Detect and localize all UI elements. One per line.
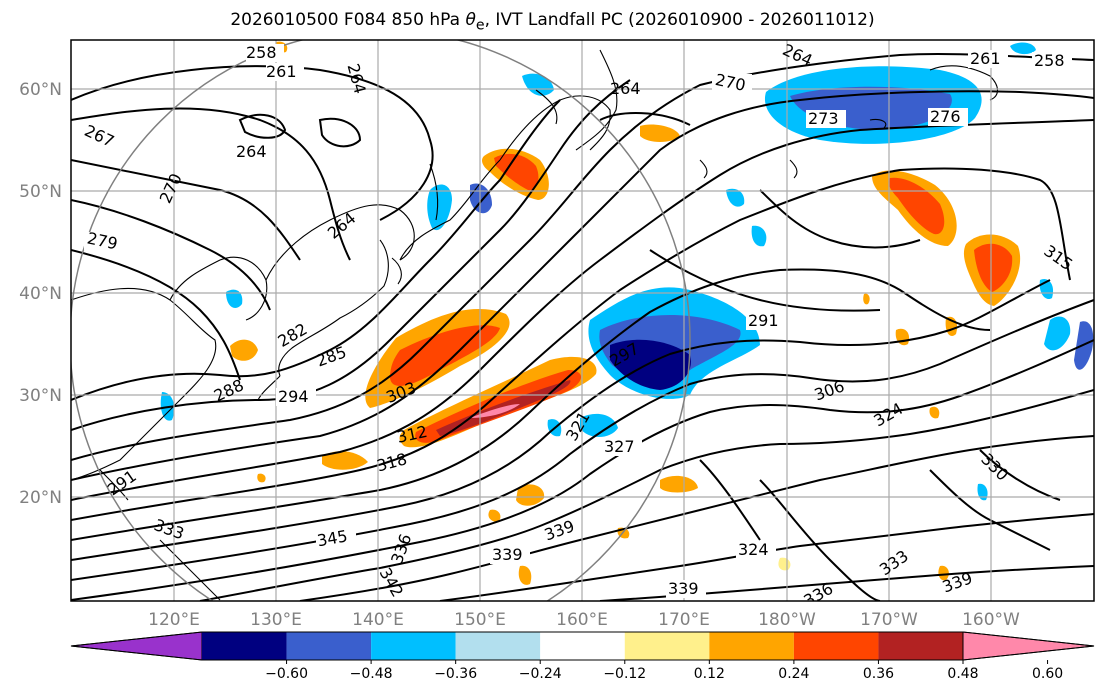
- colorbar-tick-label: 0.48: [947, 666, 978, 682]
- lon-label-150e: 150°E: [454, 610, 506, 630]
- colorbar-segment: [878, 632, 963, 660]
- contour-label-10: 264: [236, 142, 267, 161]
- colorbar-tick-label: −0.48: [350, 666, 393, 682]
- theta-e-contours: [71, 52, 1094, 601]
- lon-label-180w: 180°W: [758, 610, 816, 630]
- range-circle: [71, 40, 691, 601]
- colorbar-tick-label: −0.60: [265, 666, 308, 682]
- contour-label-8: 258: [1034, 51, 1065, 70]
- lat-lon-grid: [71, 40, 1094, 601]
- colorbar-outline: [70, 631, 1095, 661]
- lat-label-60n: 60°N: [19, 80, 62, 100]
- colorbar-extend-low: [70, 631, 203, 661]
- longitude-labels: 120°E 130°E 140°E 150°E 160°E 170°E 180°…: [148, 610, 1020, 630]
- colorbar-tick-label: 0.60: [1032, 666, 1063, 682]
- colorbar-tick-label: −0.24: [519, 666, 562, 682]
- contour-label-1: 258: [246, 43, 277, 62]
- colorbar-tick-label: −0.12: [603, 666, 646, 682]
- colorbar-segment: [540, 632, 625, 660]
- latitude-labels: 60°N 50°N 40°N 30°N 20°N: [19, 80, 62, 508]
- colorbar-extend-high: [962, 631, 1095, 661]
- contour-label-37: 324: [738, 540, 769, 559]
- map-content: 258 261 264 264 270 264 261 258 267 264 …: [71, 40, 1094, 601]
- contour-label-14: 264: [610, 79, 641, 98]
- contour-label-2: 261: [266, 62, 297, 81]
- lon-label-130e: 130°E: [250, 610, 302, 630]
- colorbar-segment: [371, 632, 456, 660]
- contour-label-18: 291: [748, 311, 779, 330]
- lon-label-120e: 120°E: [148, 610, 200, 630]
- contour-label-11: 273: [808, 109, 839, 128]
- lon-label-160e: 160°E: [556, 610, 608, 630]
- lat-label-40n: 40°N: [19, 284, 62, 304]
- map-title: 2026010500 F084 850 hPa θe, IVT Landfall…: [230, 10, 875, 34]
- lat-label-20n: 20°N: [19, 488, 62, 508]
- contour-labels: [84, 44, 1072, 598]
- colorbar-segment: [455, 632, 541, 660]
- lon-label-170w: 170°W: [860, 610, 918, 630]
- contour-label-41: 339: [668, 579, 699, 598]
- lon-label-160w: 160°W: [962, 610, 1020, 630]
- anomaly-shading: [160, 41, 1094, 585]
- colorbar-segment: [709, 632, 794, 660]
- lon-label-170e: 170°E: [658, 610, 710, 630]
- colorbar-tick-label: 0.12: [694, 666, 725, 682]
- lat-label-30n: 30°N: [19, 386, 62, 406]
- colorbar-segment: [286, 632, 372, 660]
- contour-label-7: 261: [970, 49, 1001, 68]
- colorbar-tick-label: 0.36: [863, 666, 894, 682]
- contour-label-28: 327: [604, 437, 635, 456]
- contour-label-20: 294: [278, 387, 309, 406]
- lon-label-140e: 140°E: [352, 610, 404, 630]
- colorbar-segment: [624, 632, 710, 660]
- colorbar-segment: [793, 632, 879, 660]
- contour-label-12: 276: [930, 107, 961, 126]
- colorbar-tick-label: 0.24: [778, 666, 809, 682]
- lat-label-50n: 50°N: [19, 182, 62, 202]
- map-frame: [70, 39, 1095, 602]
- colorbar-tick-label: −0.36: [434, 666, 477, 682]
- colorbar-segment: [202, 632, 287, 660]
- contour-label-35: 339: [492, 545, 523, 564]
- colorbar: −0.60 −0.48 −0.36 −0.24 −0.12 0.12 0.24 0.36 0.4…: [70, 631, 1095, 682]
